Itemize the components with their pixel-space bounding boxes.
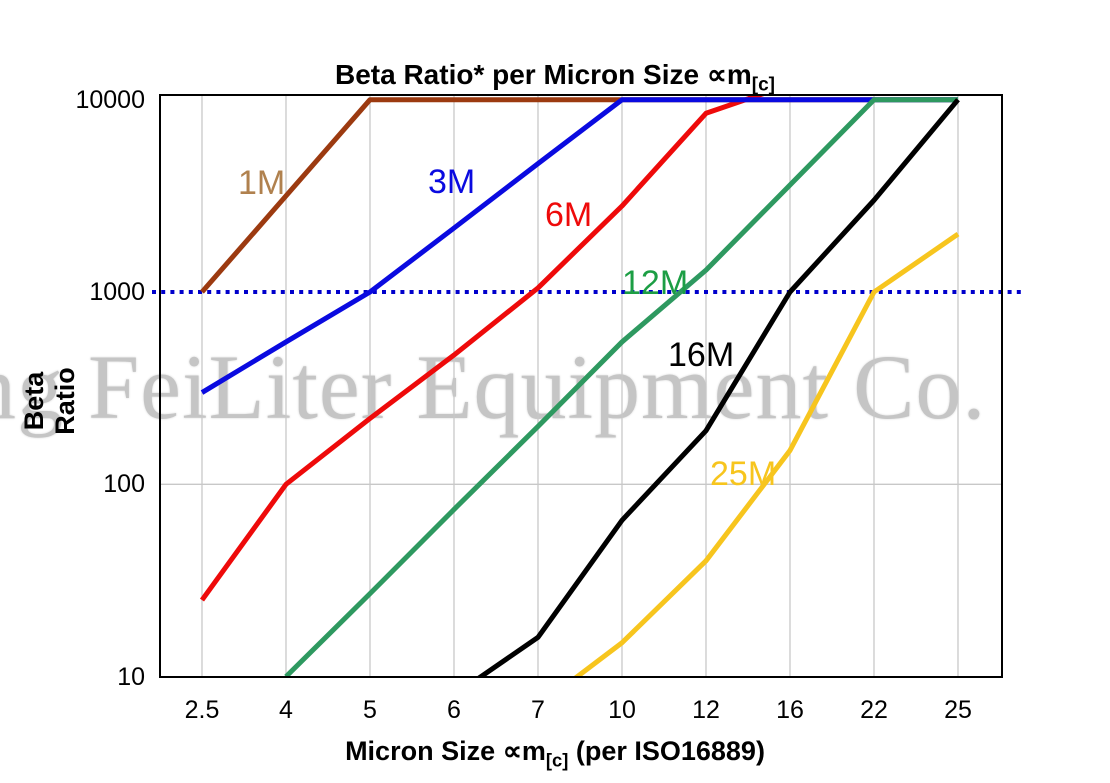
series-label-1M: 1M [238, 164, 286, 202]
series-label-3M: 3M [428, 163, 476, 201]
series-line-6M [199, 95, 768, 602]
y-tick-label-100: 100 [103, 470, 145, 499]
x-tick-label-5: 5 [363, 696, 377, 724]
series-line-12M [284, 97, 958, 677]
y-tick-label-10: 10 [117, 662, 145, 691]
plot-border [159, 94, 1003, 678]
x-axis-title-subscript: [c] [545, 749, 569, 771]
y-tick-label-10000: 10000 [75, 85, 145, 114]
x-tick-label-10: 10 [608, 696, 636, 724]
x-tick-label-7: 7 [531, 696, 545, 724]
x-axis-title-text: Micron Size ∝m [345, 736, 546, 766]
x-tick-label-6: 6 [447, 696, 461, 724]
x-tick-label-4: 4 [279, 696, 293, 724]
x-axis-title: Micron Size ∝m[c] (per ISO16889) [0, 736, 1110, 771]
series-label-16M: 16M [668, 336, 735, 374]
series-line-16M [476, 98, 960, 677]
chart-title-text: Beta Ratio* per Micron Size ∝m [334, 59, 752, 90]
x-tick-label-2.5: 2.5 [184, 696, 220, 724]
series-label-12M: 12M [622, 264, 689, 302]
y-axis-title: Beta Ratio [19, 367, 80, 435]
x-tick-label-25: 25 [944, 696, 972, 724]
x-axis-title-suffix: (per ISO16889) [568, 736, 765, 766]
series-label-6M: 6M [545, 196, 593, 234]
chart-title-subscript: [c] [751, 74, 776, 96]
x-tick-label-16: 16 [776, 696, 804, 724]
y-tick-label-1000: 1000 [89, 278, 145, 306]
x-tick-label-12: 12 [692, 696, 720, 724]
series-label-25M: 25M [710, 455, 777, 493]
chart-title: Beta Ratio* per Micron Size ∝m[c] [0, 58, 1110, 97]
series-line-3M [200, 97, 958, 395]
series-line-25M [572, 232, 960, 677]
x-tick-label-22: 22 [860, 696, 888, 724]
